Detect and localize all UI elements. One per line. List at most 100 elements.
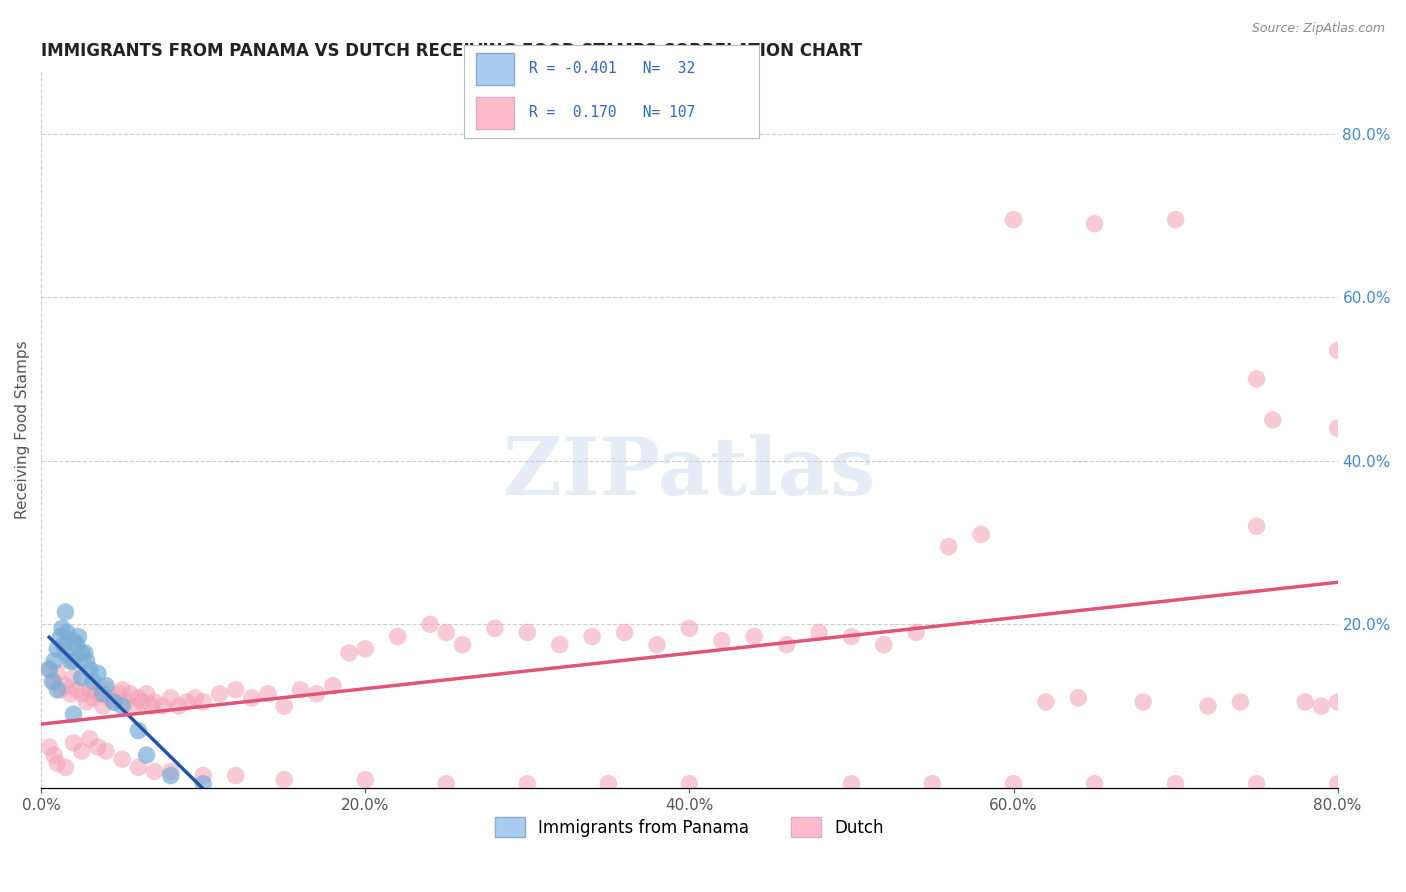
Point bbox=[451, 638, 474, 652]
Point bbox=[225, 682, 247, 697]
Point bbox=[193, 695, 215, 709]
Point bbox=[581, 630, 603, 644]
Point bbox=[91, 687, 114, 701]
Point bbox=[1326, 695, 1348, 709]
Text: R =  0.170   N= 107: R = 0.170 N= 107 bbox=[529, 105, 695, 120]
Point bbox=[1294, 695, 1316, 709]
Point bbox=[127, 723, 149, 738]
Point bbox=[82, 690, 104, 705]
Point bbox=[38, 662, 60, 676]
Point bbox=[1002, 212, 1025, 227]
Point bbox=[56, 625, 79, 640]
Point bbox=[257, 687, 280, 701]
Point bbox=[62, 654, 84, 668]
Point bbox=[55, 679, 77, 693]
Point bbox=[516, 625, 538, 640]
Point bbox=[1326, 777, 1348, 791]
Point bbox=[42, 748, 65, 763]
Point bbox=[62, 736, 84, 750]
Point bbox=[98, 690, 121, 705]
Point bbox=[46, 756, 69, 771]
Point bbox=[678, 777, 700, 791]
Point bbox=[678, 621, 700, 635]
Point bbox=[143, 764, 166, 779]
Point bbox=[120, 687, 142, 701]
Point bbox=[111, 752, 134, 766]
Point bbox=[103, 695, 125, 709]
Point bbox=[1083, 217, 1105, 231]
Point bbox=[70, 687, 93, 701]
Point bbox=[41, 674, 63, 689]
Legend: Immigrants from Panama, Dutch: Immigrants from Panama, Dutch bbox=[488, 810, 890, 844]
Point bbox=[124, 699, 146, 714]
Point bbox=[1229, 695, 1251, 709]
Point bbox=[66, 682, 89, 697]
Point bbox=[79, 682, 101, 697]
Point bbox=[111, 682, 134, 697]
Point bbox=[240, 690, 263, 705]
Point bbox=[354, 641, 377, 656]
Point bbox=[143, 695, 166, 709]
Point bbox=[921, 777, 943, 791]
Point bbox=[62, 707, 84, 722]
Point bbox=[141, 699, 163, 714]
Point bbox=[67, 630, 90, 644]
Point bbox=[273, 772, 295, 787]
Point bbox=[598, 777, 620, 791]
Point bbox=[42, 654, 65, 668]
Point bbox=[127, 760, 149, 774]
Text: Source: ZipAtlas.com: Source: ZipAtlas.com bbox=[1251, 22, 1385, 36]
Point bbox=[49, 630, 72, 644]
Point bbox=[938, 540, 960, 554]
Point bbox=[184, 690, 207, 705]
Point bbox=[645, 638, 668, 652]
Point bbox=[79, 731, 101, 746]
Point bbox=[1035, 695, 1057, 709]
Point bbox=[91, 699, 114, 714]
Point bbox=[387, 630, 409, 644]
Point bbox=[62, 670, 84, 684]
Point bbox=[87, 666, 110, 681]
Point bbox=[1246, 372, 1268, 386]
Text: R = -0.401   N=  32: R = -0.401 N= 32 bbox=[529, 62, 695, 77]
Point bbox=[94, 744, 117, 758]
Point bbox=[70, 670, 93, 684]
Point bbox=[55, 646, 77, 660]
Point bbox=[152, 699, 174, 714]
Point bbox=[1246, 519, 1268, 533]
Point bbox=[337, 646, 360, 660]
Point bbox=[176, 695, 198, 709]
Bar bbox=[475, 53, 515, 85]
Point bbox=[55, 605, 77, 619]
Point bbox=[51, 621, 73, 635]
Point bbox=[613, 625, 636, 640]
Point bbox=[82, 674, 104, 689]
Point bbox=[135, 687, 157, 701]
Point bbox=[111, 699, 134, 714]
Point bbox=[52, 638, 75, 652]
Point bbox=[159, 690, 181, 705]
Point bbox=[94, 682, 117, 697]
Point bbox=[159, 764, 181, 779]
Point bbox=[70, 744, 93, 758]
Point bbox=[484, 621, 506, 635]
Point bbox=[290, 682, 312, 697]
Point bbox=[1197, 699, 1219, 714]
Point bbox=[135, 748, 157, 763]
Point bbox=[434, 625, 457, 640]
Point bbox=[354, 772, 377, 787]
Point bbox=[87, 687, 110, 701]
Point bbox=[62, 633, 84, 648]
Point bbox=[79, 662, 101, 676]
Point bbox=[46, 682, 69, 697]
Point bbox=[42, 674, 65, 689]
Point bbox=[434, 777, 457, 791]
Point bbox=[1326, 421, 1348, 435]
Point bbox=[38, 739, 60, 754]
Point bbox=[273, 699, 295, 714]
Point bbox=[841, 630, 863, 644]
Point bbox=[94, 679, 117, 693]
Point bbox=[1261, 413, 1284, 427]
Point bbox=[46, 666, 69, 681]
Point bbox=[1067, 690, 1090, 705]
